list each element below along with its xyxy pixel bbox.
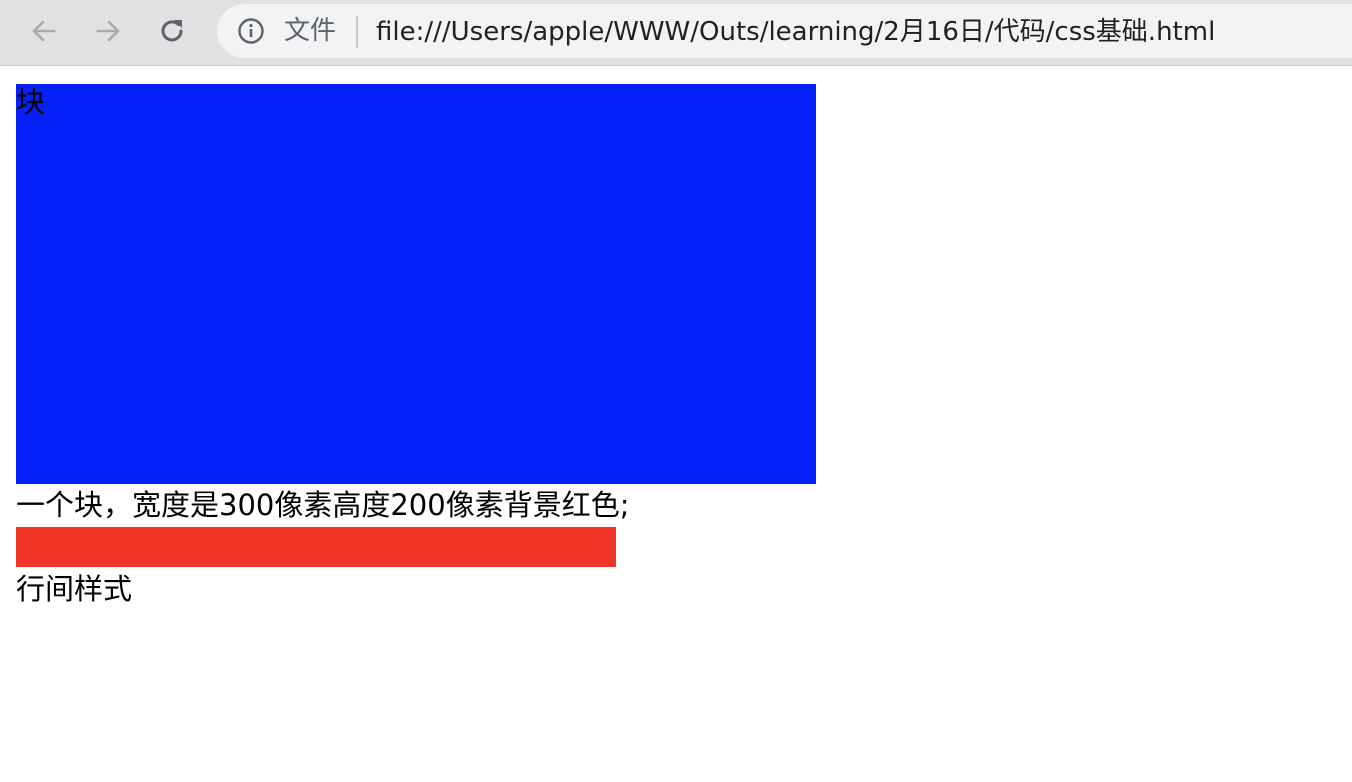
blue-block-text: 块 [16,85,46,119]
description-text: 一个块，宽度是300像素高度200像素背景红色; [16,488,630,522]
reload-button[interactable] [152,11,192,51]
url-text[interactable]: file:///Users/apple/WWW/Outs/learning/2月… [376,17,1216,47]
arrow-left-icon [32,20,56,42]
address-divider [356,16,358,48]
red-block [16,527,616,567]
address-bar[interactable]: 文件 file:///Users/apple/WWW/Outs/learning… [217,4,1352,58]
arrow-right-icon [96,20,120,42]
caption-text: 行间样式 [16,572,133,606]
scheme-label: 文件 [284,16,337,46]
page-content: 块 一个块，宽度是300像素高度200像素背景红色; 行间样式 [16,84,816,612]
reload-icon [161,20,183,42]
back-button[interactable] [24,11,64,51]
browser-toolbar: 文件 file:///Users/apple/WWW/Outs/learning… [0,0,1352,66]
blue-block: 块 [16,84,816,484]
forward-button[interactable] [88,11,128,51]
info-icon[interactable] [237,17,265,45]
